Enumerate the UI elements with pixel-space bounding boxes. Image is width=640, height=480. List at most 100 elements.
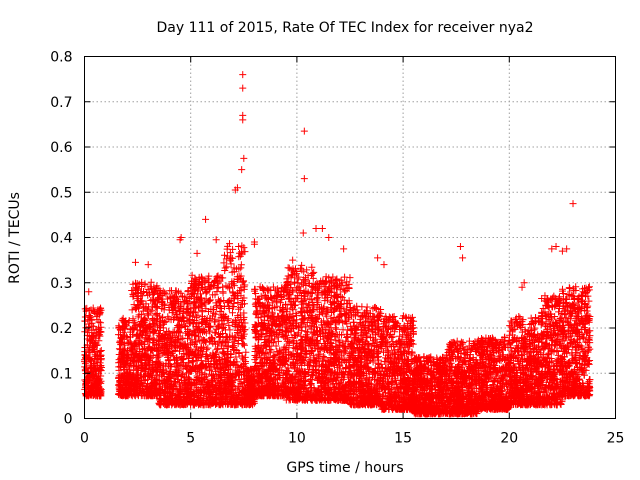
data-point <box>129 331 137 339</box>
data-point <box>90 322 98 330</box>
data-point <box>144 306 152 314</box>
data-point <box>147 391 155 399</box>
data-point <box>143 288 151 296</box>
data-point <box>124 339 132 347</box>
data-point <box>119 322 127 330</box>
data-point <box>94 309 102 317</box>
data-point <box>154 285 162 293</box>
data-point <box>156 312 164 320</box>
data-point <box>145 334 153 342</box>
data-point <box>149 321 157 329</box>
data-point <box>85 312 93 320</box>
data-point <box>115 381 123 389</box>
data-point <box>115 366 123 374</box>
data-point <box>116 362 124 370</box>
data-point <box>90 346 98 354</box>
data-point <box>142 331 150 339</box>
data-point <box>88 346 96 354</box>
data-point <box>140 327 148 335</box>
data-point <box>84 316 92 324</box>
data-point <box>135 300 143 308</box>
data-point <box>297 264 305 272</box>
data-point <box>150 364 158 372</box>
data-point <box>141 368 149 376</box>
data-point <box>95 306 103 314</box>
data-point <box>134 387 142 395</box>
data-point <box>161 362 169 370</box>
data-point <box>85 323 93 331</box>
data-point <box>152 340 160 348</box>
data-point <box>87 370 95 378</box>
data-point <box>140 364 148 372</box>
data-point <box>97 363 105 371</box>
data-point <box>117 334 125 342</box>
data-point <box>139 316 147 324</box>
data-point <box>133 389 141 397</box>
data-point <box>97 356 105 364</box>
data-point <box>138 292 146 300</box>
data-point <box>129 315 137 323</box>
data-point <box>133 326 141 334</box>
data-point <box>90 331 98 339</box>
data-point <box>118 388 126 396</box>
data-point <box>116 326 124 334</box>
data-point <box>89 378 97 386</box>
data-point <box>135 280 143 288</box>
data-point <box>165 306 173 314</box>
data-point <box>93 341 101 349</box>
data-point <box>130 342 138 350</box>
data-point <box>81 360 89 368</box>
data-point <box>95 367 103 375</box>
data-point <box>130 291 138 299</box>
data-point <box>134 286 142 294</box>
data-point <box>82 352 90 360</box>
data-point <box>93 316 101 324</box>
data-point <box>131 304 139 312</box>
data-point <box>138 345 146 353</box>
data-point <box>130 366 138 374</box>
data-point <box>117 341 125 349</box>
data-point <box>97 304 105 312</box>
data-point <box>119 390 127 398</box>
data-point <box>153 302 161 310</box>
data-point <box>149 367 157 375</box>
data-point <box>346 274 354 282</box>
data-point <box>160 318 168 326</box>
data-point <box>123 388 131 396</box>
data-points <box>81 71 594 418</box>
data-point <box>313 294 321 302</box>
data-point <box>117 357 125 365</box>
data-point <box>150 328 158 336</box>
data-point <box>153 311 161 319</box>
data-point <box>95 351 103 359</box>
data-point <box>140 351 148 359</box>
data-point <box>138 356 146 364</box>
data-point <box>149 329 157 337</box>
data-point <box>96 392 104 400</box>
data-point <box>149 378 157 386</box>
data-point <box>145 372 153 380</box>
data-point <box>121 359 129 367</box>
data-point <box>131 351 139 359</box>
data-point <box>153 282 161 290</box>
data-point <box>88 391 96 399</box>
data-point <box>350 318 358 326</box>
data-point <box>86 335 94 343</box>
data-point <box>179 334 187 342</box>
data-point <box>130 319 138 327</box>
data-point <box>149 352 157 360</box>
data-point <box>150 301 158 309</box>
data-point <box>139 372 147 380</box>
data-point <box>237 264 245 272</box>
data-point <box>122 381 130 389</box>
data-point <box>132 370 140 378</box>
data-point <box>97 386 105 394</box>
data-point <box>147 278 155 286</box>
data-point <box>219 288 227 296</box>
data-point <box>182 329 190 337</box>
data-point <box>149 297 157 305</box>
data-point <box>179 318 187 326</box>
data-point <box>145 324 153 332</box>
data-point <box>242 348 250 356</box>
